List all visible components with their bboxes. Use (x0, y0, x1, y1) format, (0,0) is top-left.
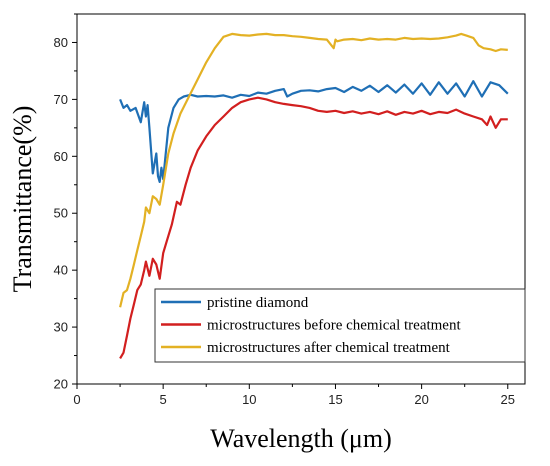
legend-box (154, 288, 526, 363)
y-tick-label: 20 (54, 377, 68, 392)
x-tick-label: 0 (73, 392, 80, 407)
legend-label: pristine diamond (207, 295, 309, 311)
y-tick-label: 70 (54, 92, 68, 107)
x-tick-label: 5 (160, 392, 167, 407)
plot-area (119, 32, 509, 359)
legend: pristine diamond microstructures before c… (154, 288, 526, 363)
y-tick-label: 30 (54, 320, 68, 335)
x-axis-label: Wavelength (μm) (210, 424, 392, 453)
x-tick-label: 15 (328, 392, 342, 407)
x-tick-label: 20 (414, 392, 428, 407)
y-tick-label: 80 (54, 35, 68, 50)
legend-label: microstructures after chemical treatment (207, 340, 451, 356)
y-tick-label: 60 (54, 149, 68, 164)
y-axis-label: Transmittance(%) (8, 106, 37, 293)
y-tick-label: 50 (54, 206, 68, 221)
series-line-2 (119, 96, 508, 359)
plot-frame (76, 13, 526, 385)
legend-label: microstructures before chemical treatmen… (207, 318, 461, 334)
axes: 0 5 10 15 20 25 20 30 40 50 60 70 80 (54, 13, 526, 407)
series-line-3 (119, 32, 508, 308)
y-tick-label: 40 (54, 263, 68, 278)
x-tick-label: 25 (501, 392, 515, 407)
series-line-1 (119, 80, 509, 183)
x-tick-label: 10 (242, 392, 256, 407)
